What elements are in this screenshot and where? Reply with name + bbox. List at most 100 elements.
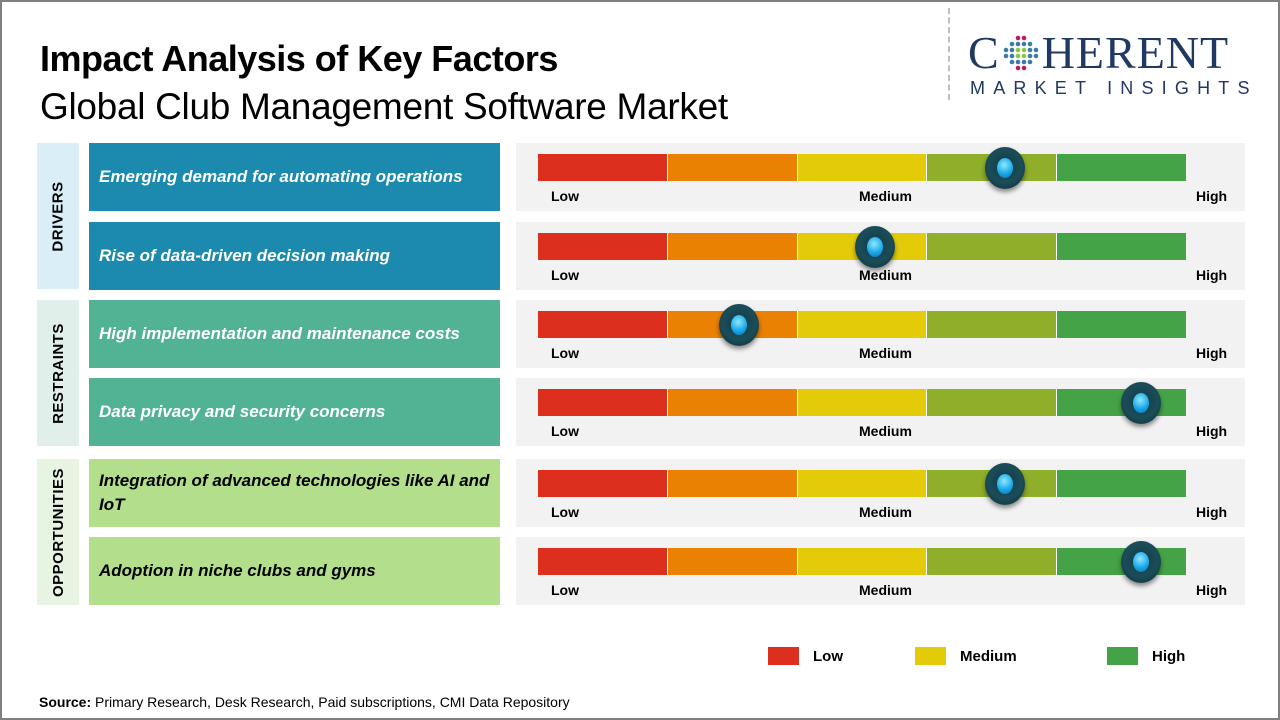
gauge-track xyxy=(538,389,1186,416)
impact-marker-icon xyxy=(984,147,1025,189)
gauge-segment-5 xyxy=(1057,233,1186,260)
factor-box: Rise of data-driven decision making xyxy=(89,222,500,290)
logo-tagline: MARKET INSIGHTS xyxy=(970,78,1258,98)
legend-label: Low xyxy=(813,647,843,665)
category-name: OPPORTUNITIES xyxy=(49,467,67,597)
gauge-segment-4 xyxy=(927,233,1058,260)
impact-gauge: Low Medium High xyxy=(516,222,1245,290)
scale-label-high: High xyxy=(1196,345,1228,361)
logo-divider xyxy=(948,8,950,100)
factor-label: Rise of data-driven decision making xyxy=(99,246,390,265)
scale-label-medium: Medium xyxy=(859,188,912,204)
factor-label: Adoption in niche clubs and gyms xyxy=(99,561,376,580)
gauge-segment-5 xyxy=(1057,311,1186,338)
scale-label-medium: Medium xyxy=(859,582,912,598)
impact-marker-icon xyxy=(1120,382,1161,424)
factor-label: Emerging demand for automating operation… xyxy=(99,167,463,186)
scale-label-medium: Medium xyxy=(859,504,912,520)
legend-label: High xyxy=(1152,647,1186,665)
source-text: Primary Research, Desk Research, Paid su… xyxy=(91,694,570,710)
source-note: Source: Primary Research, Desk Research,… xyxy=(39,694,570,710)
logo-wordmark: C HERENT xyxy=(968,30,1268,76)
legend-swatch xyxy=(1107,647,1138,665)
company-logo: C HERENT MARKET INSIGHTS xyxy=(968,30,1268,99)
scale-label-low: Low xyxy=(551,345,579,361)
gauge-segment-2 xyxy=(667,548,798,575)
legend-item-medium: Medium xyxy=(915,647,1017,665)
gauge-segment-3 xyxy=(797,548,928,575)
factor-label: Data privacy and security concerns xyxy=(99,402,386,421)
factor-box: Adoption in niche clubs and gyms xyxy=(89,537,500,605)
gauge-track xyxy=(538,470,1186,497)
gauge-segment-4 xyxy=(927,311,1058,338)
impact-gauge: Low Medium High xyxy=(516,300,1245,368)
category-name: RESTRAINTS xyxy=(49,322,67,424)
factor-box: Data privacy and security concerns xyxy=(89,378,500,446)
category-label-opportunities: OPPORTUNITIES xyxy=(37,459,79,605)
scale-label-high: High xyxy=(1196,267,1228,283)
scale-label-low: Low xyxy=(551,423,579,439)
gauge-segment-5 xyxy=(1057,154,1186,181)
scale-label-high: High xyxy=(1196,504,1228,520)
scale-label-low: Low xyxy=(551,267,579,283)
gauge-segment-1 xyxy=(538,548,668,575)
scale-label-medium: Medium xyxy=(859,345,912,361)
factor-label: Integration of advanced technologies lik… xyxy=(99,471,490,514)
factor-label: High implementation and maintenance cost… xyxy=(99,324,460,343)
dotted-globe-icon xyxy=(1003,35,1038,71)
impact-gauge: Low Medium High xyxy=(516,537,1245,605)
gauge-segment-1 xyxy=(538,233,668,260)
logo-letter-c: C xyxy=(968,27,1000,78)
gauge-segment-5 xyxy=(1057,470,1186,497)
gauge-track xyxy=(538,311,1186,338)
scale-label-high: High xyxy=(1196,188,1228,204)
page-subtitle: Global Club Management Software Market xyxy=(40,86,728,127)
gauge-segment-2 xyxy=(667,470,798,497)
scale-label-low: Low xyxy=(551,188,579,204)
gauge-segment-1 xyxy=(538,154,668,181)
legend-swatch xyxy=(915,647,946,665)
category-label-restraints: RESTRAINTS xyxy=(37,300,79,446)
category-label-drivers: DRIVERS xyxy=(37,143,79,289)
legend-item-high: High xyxy=(1107,647,1185,665)
scale-label-medium: Medium xyxy=(859,423,912,439)
gauge-track xyxy=(538,548,1186,575)
impact-marker-icon xyxy=(1120,541,1161,583)
impact-gauge: Low Medium High xyxy=(516,378,1245,446)
factor-box: Integration of advanced technologies lik… xyxy=(89,459,500,527)
legend-label: Medium xyxy=(960,647,1017,665)
factor-box: High implementation and maintenance cost… xyxy=(89,300,500,368)
gauge-segment-2 xyxy=(667,154,798,181)
gauge-segment-2 xyxy=(667,233,798,260)
impact-marker-icon xyxy=(854,226,895,268)
gauge-track xyxy=(538,154,1186,181)
category-name: DRIVERS xyxy=(49,180,67,252)
scale-label-high: High xyxy=(1196,423,1228,439)
impact-marker-icon xyxy=(984,463,1025,505)
gauge-segment-4 xyxy=(927,548,1058,575)
gauge-track xyxy=(538,233,1186,260)
impact-gauge: Low Medium High xyxy=(516,143,1245,211)
scale-label-medium: Medium xyxy=(859,267,912,283)
logo-letters: HERENT xyxy=(1041,27,1230,78)
gauge-segment-3 xyxy=(797,311,928,338)
impact-marker-icon xyxy=(718,304,759,346)
gauge-segment-2 xyxy=(667,389,798,416)
scale-label-high: High xyxy=(1196,582,1228,598)
legend-item-low: Low xyxy=(768,647,843,665)
page-title: Impact Analysis of Key Factors xyxy=(40,38,558,79)
source-label: Source: xyxy=(39,694,92,710)
impact-gauge: Low Medium High xyxy=(516,459,1245,527)
gauge-segment-1 xyxy=(538,470,668,497)
scale-label-low: Low xyxy=(551,582,579,598)
scale-label-low: Low xyxy=(551,504,579,520)
gauge-segment-3 xyxy=(797,154,928,181)
legend-swatch xyxy=(768,647,799,665)
gauge-segment-1 xyxy=(538,311,668,338)
factor-box: Emerging demand for automating operation… xyxy=(89,143,500,211)
gauge-segment-3 xyxy=(797,389,928,416)
gauge-segment-1 xyxy=(538,389,668,416)
gauge-segment-3 xyxy=(797,470,928,497)
gauge-segment-4 xyxy=(927,389,1058,416)
